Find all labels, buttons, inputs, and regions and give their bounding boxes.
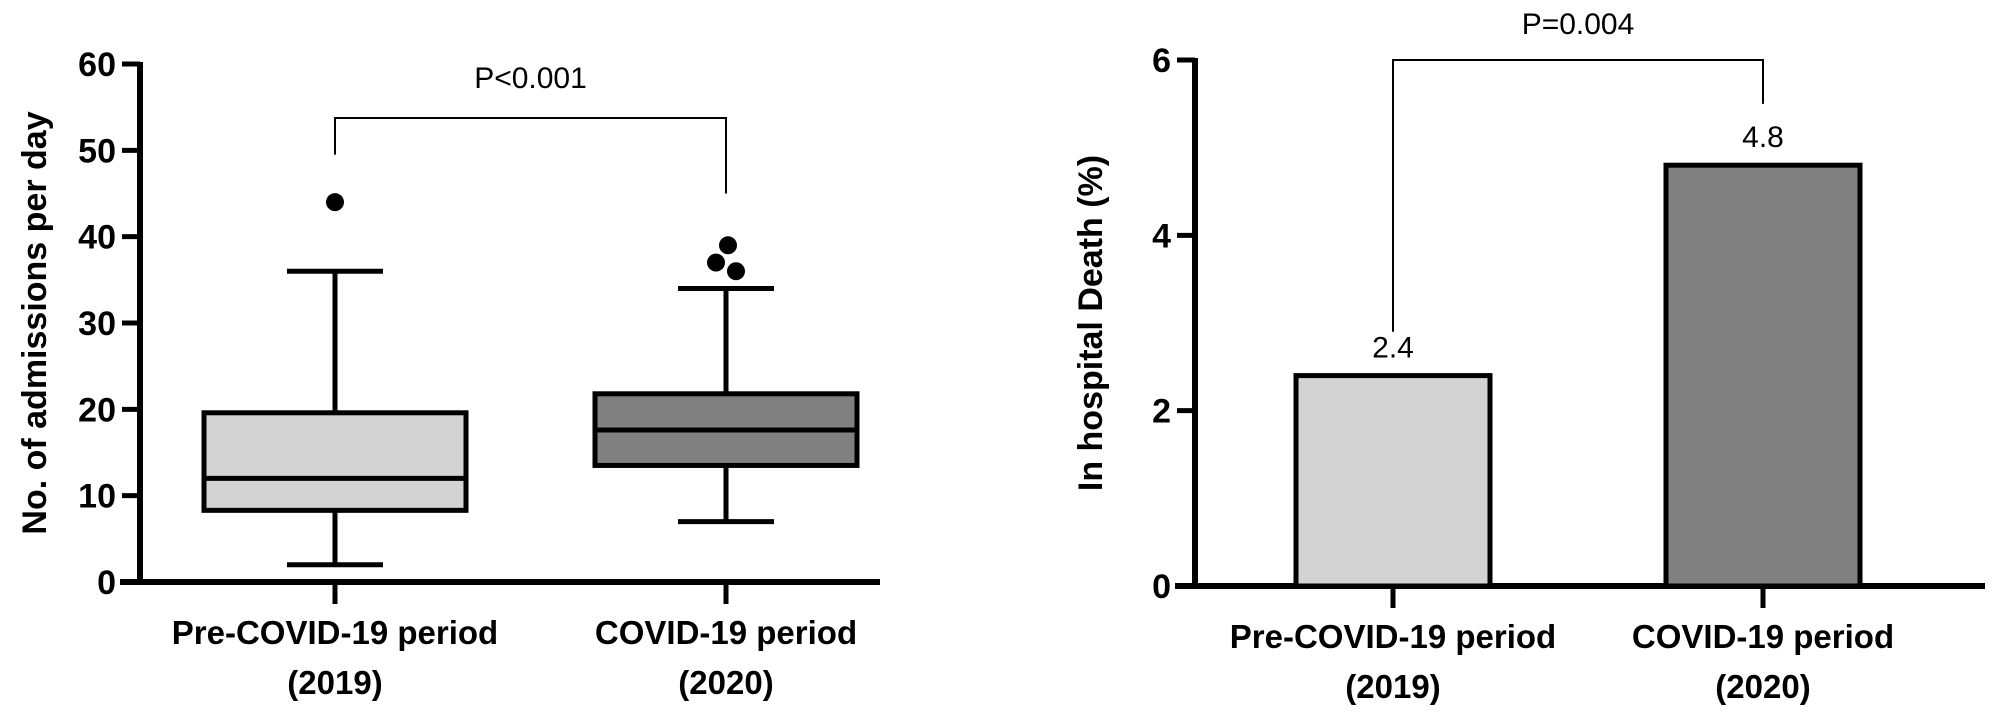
y-tick-label: 30 (78, 305, 116, 343)
y-tick-label: 10 (78, 478, 116, 516)
y-tick-label: 20 (78, 391, 116, 429)
outlier-point (719, 236, 737, 255)
bar (1663, 162, 1863, 589)
bar-value-label: 4.8 (1742, 121, 1784, 154)
x-tick-label-year: (2020) (1715, 668, 1810, 705)
outlier-point (326, 193, 344, 212)
significance-bracket (1392, 59, 1764, 332)
y-tick-label: 60 (78, 46, 116, 84)
bar (1293, 373, 1493, 589)
significance-bracket (334, 117, 727, 194)
x-tick-label-year: (2020) (678, 664, 773, 701)
box (201, 410, 469, 513)
y-axis-label: No. of admissions per day (16, 111, 54, 534)
y-tick-label: 50 (78, 132, 116, 170)
y-axis-label: In hospital Death (%) (1072, 155, 1110, 491)
outlier-point (727, 262, 745, 281)
barchart-in-hospital-death: 0 2 4 6 Pre-COVID-19 period (2019) COVID-19 pe… (1072, 8, 1985, 705)
x-tick-label: COVID-19 period (1632, 618, 1894, 655)
x-tick-label-year: (2019) (1345, 668, 1440, 705)
p-value-annotation: P<0.001 (474, 62, 587, 95)
y-tick-label: 4 (1152, 217, 1171, 255)
y-tick-label: 6 (1152, 42, 1171, 80)
outlier-point (707, 253, 725, 272)
x-tick-label: COVID-19 period (595, 614, 857, 651)
x-tick-label-year: (2019) (287, 664, 382, 701)
y-tick-label: 2 (1152, 393, 1171, 431)
y-tick-label: 40 (78, 219, 116, 257)
x-tick-label: Pre-COVID-19 period (172, 614, 498, 651)
bar-value-label: 2.4 (1372, 332, 1414, 365)
boxplot-admissions: 0 10 20 30 40 50 60 Pre-COVID-19 period (2019) CO… (16, 46, 880, 701)
y-tick-label: 0 (97, 564, 116, 602)
x-tick-label: Pre-COVID-19 period (1230, 618, 1556, 655)
p-value-annotation: P=0.004 (1522, 8, 1635, 41)
y-tick-label: 0 (1152, 568, 1171, 606)
